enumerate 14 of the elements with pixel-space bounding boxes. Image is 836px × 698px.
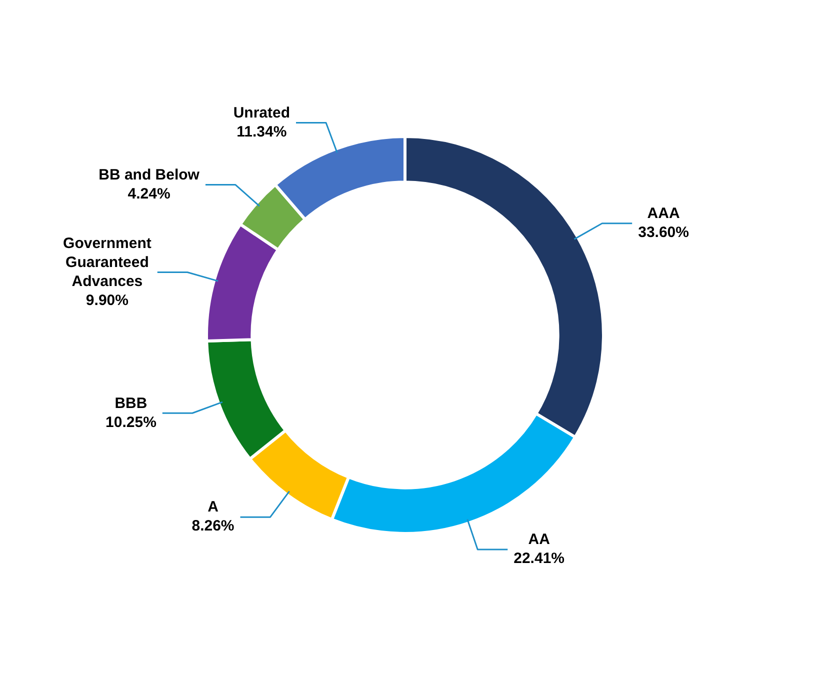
data-label: 9.90% (86, 292, 128, 309)
data-label: 11.34% (236, 123, 287, 140)
slice-label: AAA (647, 205, 680, 222)
slice-label: Government Guaranteed Advances (63, 234, 152, 290)
data-label: 22.41% (514, 550, 564, 568)
data-label: 8.26% (192, 518, 234, 535)
data-label: 4.24% (128, 185, 170, 202)
slice-label: A (208, 498, 219, 516)
data-label: 10.25% (106, 414, 156, 431)
data-label: 33.60% (638, 224, 689, 242)
slice-label: Unrated (233, 104, 290, 122)
slice-label: BB and Below (98, 166, 200, 184)
slice-label: AA (528, 531, 550, 548)
slice-label: BBB (114, 394, 148, 412)
